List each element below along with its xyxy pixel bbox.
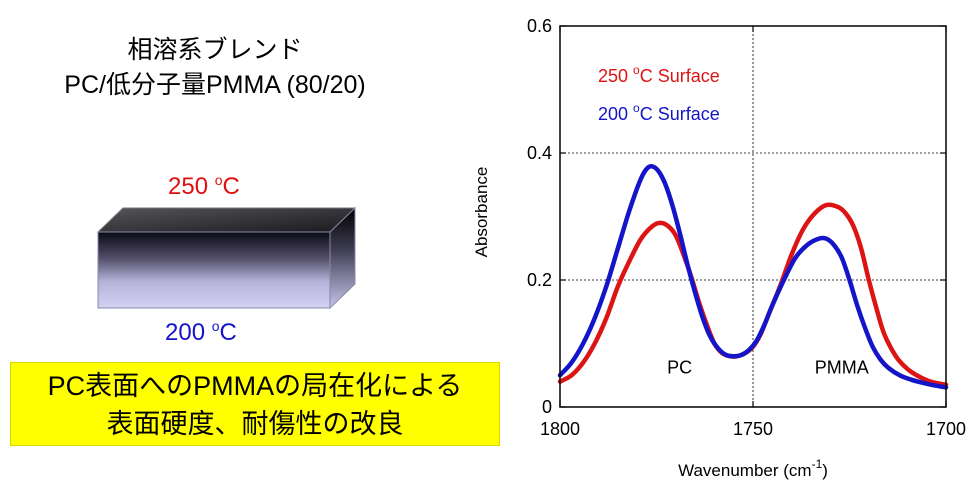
bottom-temp-unit: C: [219, 319, 237, 346]
y-tick-label: 0.6: [527, 16, 552, 36]
diagram-title-line2: PC/低分子量PMMA (80/20): [64, 71, 366, 99]
conclusion-banner: PC表面へのPMMAの局在化による 表面硬度、耐傷性の改良: [10, 362, 500, 446]
peak-annotation: PC: [667, 358, 692, 378]
chart-legend: 250 oC Surface 200 oC Surface: [598, 63, 720, 124]
x-tick-label: 1700: [926, 419, 966, 439]
top-temp-sup: o: [214, 172, 223, 188]
y-axis-label: Absorbance: [472, 167, 491, 258]
y-tick-label: 0.2: [527, 270, 552, 290]
banner-line2: 表面硬度、耐傷性の改良: [106, 409, 404, 439]
banner-line1: PC表面へのPMMAの局在化による: [47, 371, 463, 401]
top-temp-value: 250: [168, 173, 215, 200]
x-tick-label: 1750: [733, 419, 773, 439]
block-front-face: [97, 231, 331, 309]
legend-entry-0: 250 oC Surface: [598, 63, 720, 86]
diagram-title-line1: 相溶系ブレンド: [127, 36, 303, 64]
top-temperature-label: 250 oC: [168, 172, 240, 201]
legend-entry-1: 200 oC Surface: [598, 101, 720, 124]
spectra-series: [557, 163, 949, 390]
bottom-temp-sup: o: [211, 318, 220, 334]
top-temp-unit: C: [222, 173, 240, 200]
bottom-temperature-label: 200 oC: [165, 318, 237, 347]
peak-annotation: PMMA: [815, 358, 869, 378]
bottom-temp-value: 200: [165, 319, 212, 346]
chart-annotations: PC PMMA: [667, 358, 869, 378]
axis-ticks: 1800 1750 1700 0 0.2 0.4 0.6: [527, 16, 966, 439]
sample-block-illustration: [96, 206, 357, 310]
series-line-1: [557, 163, 949, 390]
y-tick-label: 0: [542, 397, 552, 417]
y-tick-label: 0.4: [527, 143, 552, 163]
x-tick-label: 1800: [540, 419, 580, 439]
x-axis-label: Wavenumber (cm-1): [678, 457, 828, 480]
